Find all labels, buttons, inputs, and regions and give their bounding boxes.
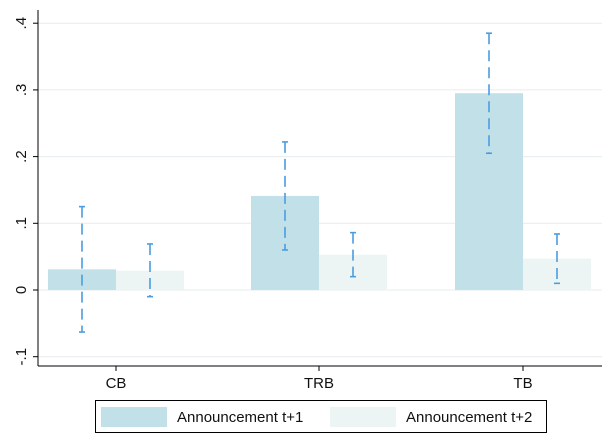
x-ticks-group: CB TRB TB [106, 366, 533, 392]
legend-swatch-series-1 [101, 407, 167, 427]
legend-item-series-1: Announcement t+1 [101, 407, 303, 427]
legend: Announcement t+1 Announcement t+2 [95, 400, 547, 433]
y-tick-label: .2 [13, 150, 30, 163]
legend-swatch-series-2 [330, 407, 396, 427]
x-tick-label-tb: TB [513, 375, 532, 392]
error-bars-group [79, 32, 560, 333]
legend-label-series-2: Announcement t+2 [406, 408, 533, 426]
y-ticks-group: -.1 0 .1 .2 .3 .4 [13, 17, 38, 366]
y-tick-label: .4 [13, 17, 30, 30]
legend-label-series-1: Announcement t+1 [177, 408, 304, 426]
x-tick-label-trb: TRB [304, 375, 334, 392]
x-tick-label-cb: CB [106, 375, 127, 392]
legend-item-series-2: Announcement t+2 [330, 407, 532, 427]
bars-group [48, 93, 591, 290]
axes-group [37, 10, 602, 367]
y-tick-label: -.1 [13, 348, 30, 366]
y-tick-label: 0 [13, 286, 30, 294]
y-tick-label: .3 [13, 84, 30, 97]
y-tick-label: .1 [13, 217, 30, 230]
